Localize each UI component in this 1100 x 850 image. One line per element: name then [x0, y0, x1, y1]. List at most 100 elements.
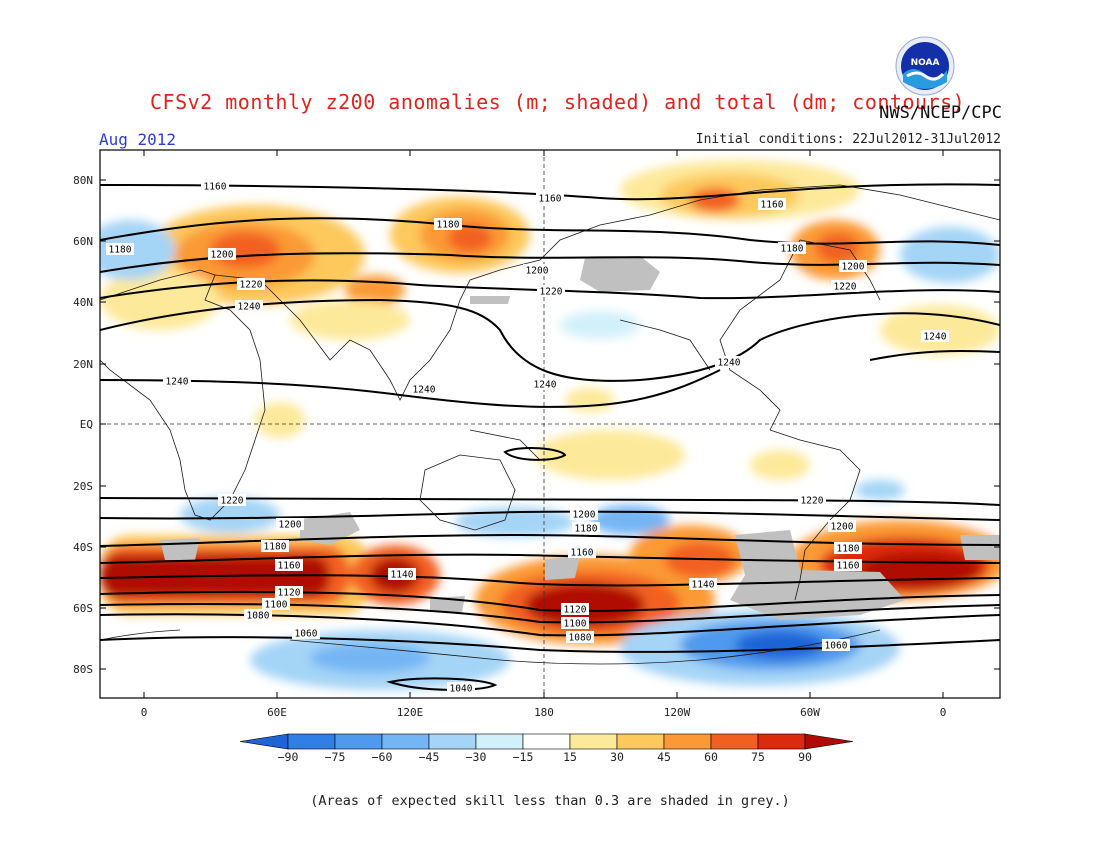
contour-label: 1240	[531, 378, 559, 391]
contour-label: 1160	[568, 546, 596, 559]
contour-label-text: 1160	[539, 194, 562, 205]
contour-label: 1060	[292, 627, 320, 640]
contour-label-text: 1180	[781, 244, 804, 255]
contour-label-text: 1240	[166, 377, 189, 388]
colorbar-swatch	[287, 733, 336, 750]
colorbar-swatch	[428, 733, 477, 750]
contour-label: 1160	[834, 559, 862, 572]
colorbar-arrow-low	[239, 733, 289, 750]
lat-tick-label: 40N	[73, 296, 93, 309]
contour-label-text: 1200	[526, 266, 549, 277]
agency-label: NWS/NCEP/CPC	[879, 103, 1002, 123]
colorbar-label: 30	[610, 750, 624, 764]
map-panel: 1160 1160 1160 1180 1180 1180 1200 1200 1200 1220…	[100, 150, 1000, 698]
contour-label: 1220	[237, 278, 265, 291]
contour-label: 1160	[536, 192, 564, 205]
contour-label-text: 1240	[924, 332, 947, 343]
colorbar-swatch	[710, 733, 759, 750]
contour-label: 1160	[758, 198, 786, 211]
svg-text:NOAA: NOAA	[911, 58, 940, 68]
lon-tick-label: 0	[141, 706, 148, 719]
contour-label-text: 1160	[837, 561, 860, 572]
contour-label-text: 1240	[238, 302, 261, 313]
longitude-axis: 0 60E 120E 180 120W 60W 0	[141, 150, 947, 719]
contour-label: 1060	[822, 639, 850, 652]
contour-label: 1240	[715, 356, 743, 369]
contour-label: 1240	[921, 330, 949, 343]
contour-label: 1160	[275, 559, 303, 572]
lat-tick-label: 40S	[73, 541, 93, 554]
contour-label-text: 1240	[718, 358, 741, 369]
contour-label-text: 1240	[413, 385, 436, 396]
lat-tick-label: 20N	[73, 358, 93, 371]
contour-label-text: 1180	[109, 245, 132, 256]
colorbar-swatch	[569, 733, 618, 750]
initial-conditions: Initial conditions: 22Jul2012-31Jul2012	[695, 132, 1001, 147]
latitude-axis: 80N 60N 40N 20N EQ 20S 40S 60S 80S	[73, 174, 1000, 676]
contour-label: 1200	[523, 264, 551, 277]
lon-tick-label: 180	[534, 706, 554, 719]
contour-label-text: 1180	[837, 544, 860, 555]
contour-label: 1200	[276, 518, 304, 531]
contour-label: 1180	[261, 540, 289, 553]
colorbar-swatch	[522, 733, 571, 750]
lat-tick-label: 80S	[73, 663, 93, 676]
contour-label: 1120	[275, 586, 303, 599]
colorbar-swatch	[381, 733, 430, 750]
footnote: (Areas of expected skill less than 0.3 a…	[310, 793, 790, 809]
contour-label-text: 1100	[564, 619, 587, 630]
lon-tick-label: 60E	[267, 706, 287, 719]
contour-label-text: 1200	[842, 262, 865, 273]
contour-label: 1240	[163, 375, 191, 388]
contour-label-text: 1220	[221, 496, 244, 507]
forecast-month: Aug 2012	[99, 130, 177, 149]
contour-label: 1220	[218, 494, 246, 507]
colorbar-label: 60	[704, 750, 718, 764]
contour-label-text: 1220	[834, 282, 857, 293]
colorbar-swatch	[616, 733, 665, 750]
contour-label-text: 1200	[573, 510, 596, 521]
contour-label: 1040	[447, 682, 475, 695]
contour-label: 1200	[839, 260, 867, 273]
contour-label: 1180	[778, 242, 806, 255]
lat-tick-label: 20S	[73, 480, 93, 493]
contour-label-text: 1220	[801, 496, 824, 507]
contour-label-text: 1160	[571, 548, 594, 559]
contour-label: 1100	[561, 617, 589, 630]
contour-label-text: 1240	[534, 380, 557, 391]
lon-tick-label: 0	[940, 706, 947, 719]
contour-label: 1220	[537, 285, 565, 298]
contour-label: 1200	[828, 520, 856, 533]
lat-tick-label: 60S	[73, 602, 93, 615]
lat-tick-label: 80N	[73, 174, 93, 187]
colorbar-swatch	[475, 733, 524, 750]
contour-label-text: 1060	[295, 629, 318, 640]
colorbar-swatch	[757, 733, 806, 750]
contour-label: 1240	[235, 300, 263, 313]
contour-label: 1220	[798, 494, 826, 507]
contour-label: 1140	[388, 568, 416, 581]
colorbar-label: −75	[325, 750, 346, 764]
lon-tick-label: 60W	[800, 706, 820, 719]
contour-label: 1100	[262, 598, 290, 611]
contour-label-text: 1180	[437, 220, 460, 231]
contour-label: 1240	[410, 383, 438, 396]
contour-label: 1220	[831, 280, 859, 293]
contour-label-text: 1200	[279, 520, 302, 531]
colorbar-swatch	[334, 733, 383, 750]
colorbar-label: −90	[278, 750, 299, 764]
lat-tick-label: EQ	[80, 418, 93, 431]
contour-label: 1200	[208, 248, 236, 261]
lat-tick-label: 60N	[73, 235, 93, 248]
contour-label-text: 1220	[240, 280, 263, 291]
contour-label: 1200	[570, 508, 598, 521]
chart-title: CFSv2 monthly z200 anomalies (m; shaded)…	[150, 90, 966, 114]
colorbar-label: −60	[372, 750, 393, 764]
colorbar-arrow-high	[804, 733, 854, 750]
colorbar-swatch	[663, 733, 712, 750]
lon-tick-label: 120W	[664, 706, 691, 719]
contour-label-text: 1040	[450, 684, 473, 695]
contour-label-text: 1120	[278, 588, 301, 599]
contour-label: 1080	[566, 631, 594, 644]
